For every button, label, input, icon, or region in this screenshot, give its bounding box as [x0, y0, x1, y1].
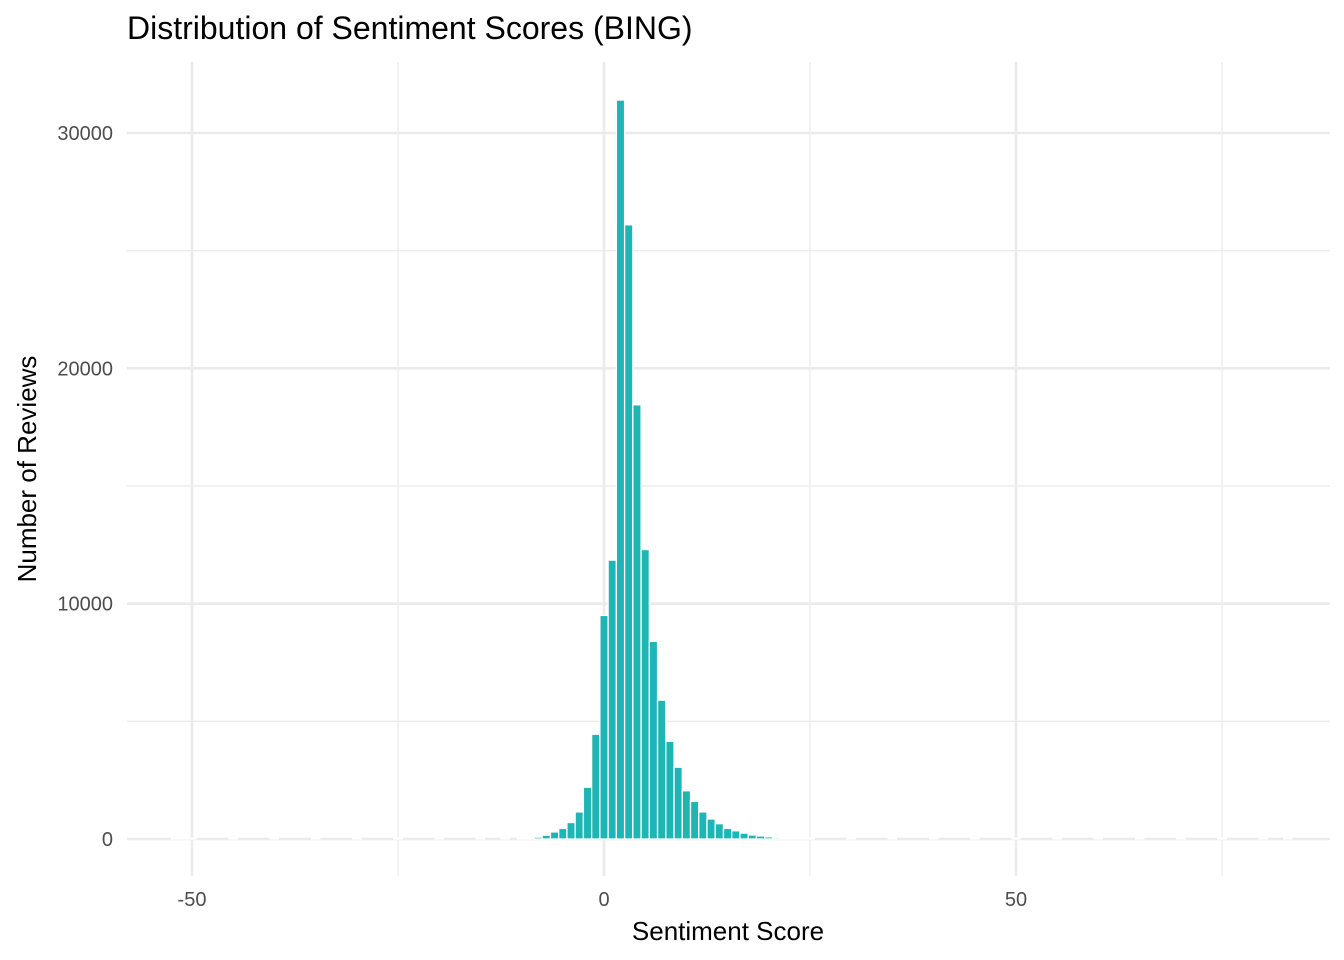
histogram-bar [706, 818, 716, 840]
x-axis-ticks: -50 0 50 [178, 889, 1028, 911]
x-tick-label: -50 [178, 889, 207, 911]
y-axis-title: Number of Reviews [12, 356, 42, 583]
y-axis-ticks: 0 10000 20000 30000 [57, 123, 113, 851]
histogram-bar [541, 834, 552, 840]
histogram-bar [574, 811, 585, 840]
histogram-bar [1052, 837, 1062, 840]
histogram-bar [615, 99, 626, 840]
y-tick-label: 30000 [57, 123, 113, 145]
histogram-bar [755, 835, 766, 840]
histogram-bar [1283, 837, 1293, 840]
histogram-bar [549, 831, 560, 840]
histogram-bar [558, 827, 568, 840]
histogram-bar [1134, 837, 1145, 840]
x-axis-title: Sentiment Score [632, 916, 824, 946]
y-tick-label: 0 [102, 829, 113, 851]
x-tick-label: 0 [598, 889, 609, 911]
histogram-bar [590, 733, 601, 840]
histogram-bar [1011, 837, 1021, 840]
histogram-bar [1258, 837, 1268, 840]
histogram-bar [681, 790, 692, 840]
histogram-bar [393, 837, 403, 840]
histogram-bar [533, 836, 543, 840]
histogram-bar [722, 827, 733, 840]
histogram-bar [673, 766, 683, 840]
histogram-bar [310, 837, 321, 840]
histogram-bar [698, 811, 708, 840]
histogram-bar [640, 548, 650, 840]
histogram-bar [805, 837, 815, 840]
histogram-bar [566, 821, 576, 840]
histogram-bar [178, 837, 189, 840]
histogram-bar [689, 800, 700, 840]
histogram-bar [970, 837, 980, 840]
histogram-bar [170, 837, 181, 840]
histogram-bar [582, 786, 593, 840]
histogram-bar [1093, 837, 1104, 840]
histogram-bar [887, 837, 898, 840]
histogram-bar [516, 837, 527, 840]
histogram-bar [525, 837, 535, 840]
y-tick-label: 10000 [57, 594, 113, 616]
histogram-bar [788, 837, 799, 840]
histogram-bar [714, 823, 725, 840]
histogram-bar [269, 837, 280, 840]
histogram-bar [656, 699, 667, 840]
histogram-bar [780, 837, 791, 840]
x-tick-label: 50 [1005, 889, 1027, 911]
histogram-bar [632, 404, 642, 840]
histogram-bar [434, 837, 444, 840]
y-tick-label: 20000 [57, 358, 113, 380]
histogram-bar [623, 224, 634, 840]
histogram-bar [599, 614, 609, 840]
gridlines [127, 62, 1330, 876]
histogram-bar [228, 837, 238, 840]
histogram-bar [475, 837, 486, 840]
histogram-bar [772, 836, 782, 840]
histogram-bars [170, 99, 1293, 840]
histogram-bar [500, 837, 510, 840]
histogram-bar [1176, 837, 1186, 840]
histogram-bar [352, 837, 362, 840]
histogram-bar [607, 559, 618, 840]
histogram-bar [739, 832, 749, 840]
histogram-bar [747, 834, 758, 840]
histogram-bar [796, 837, 807, 840]
histogram-bar [764, 836, 774, 840]
histogram-bar [648, 640, 659, 840]
histogram-bar [1217, 837, 1227, 840]
chart-title: Distribution of Sentiment Scores (BING) [127, 10, 693, 46]
histogram-bar [846, 837, 856, 840]
histogram-bar [928, 837, 939, 840]
histogram-bar [665, 740, 675, 840]
histogram-bar [731, 830, 741, 840]
histogram-bar [187, 837, 197, 840]
